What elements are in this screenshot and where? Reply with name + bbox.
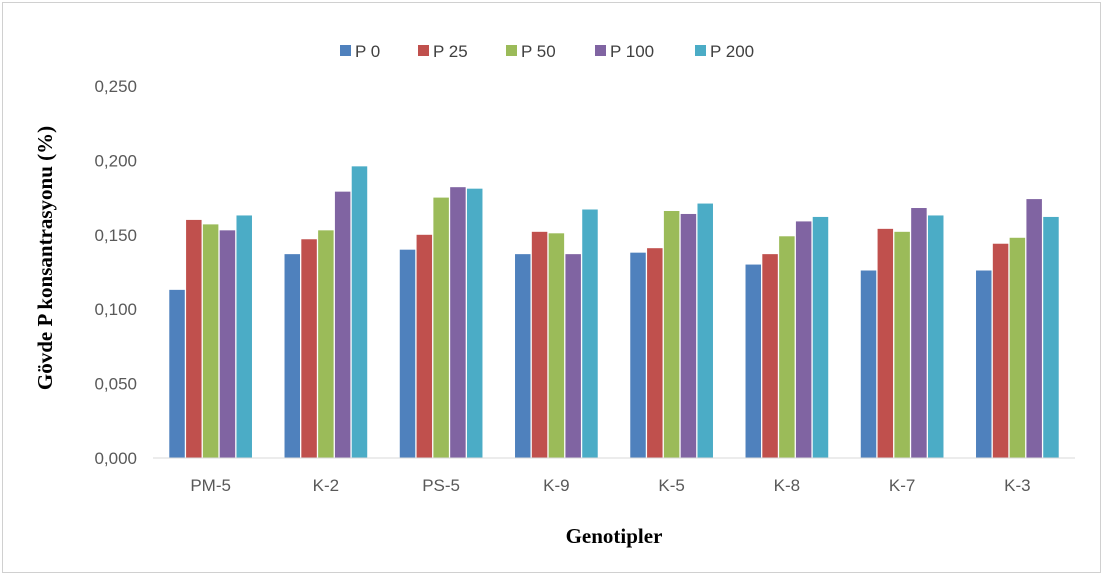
bar — [860, 270, 877, 458]
bar — [911, 208, 927, 458]
y-axis-ticks: 0,000 0,050 0,100 0,150 0,200 0,250 — [94, 77, 137, 468]
bar — [318, 230, 334, 458]
bar — [433, 197, 449, 458]
bar — [284, 254, 301, 458]
bar — [630, 252, 646, 458]
bar — [663, 210, 680, 458]
x-tick-label: K-2 — [313, 476, 339, 495]
y-tick-label: 0,050 — [94, 375, 137, 394]
x-tick-label: PS-5 — [422, 476, 460, 495]
legend-label: P 0 — [355, 42, 380, 61]
bar — [334, 191, 351, 458]
bar — [531, 231, 548, 458]
legend-label: P 25 — [433, 42, 468, 61]
bar — [1009, 237, 1026, 458]
bar — [582, 209, 598, 458]
legend-swatch — [595, 45, 606, 56]
bar — [680, 213, 697, 458]
y-tick-label: 0,100 — [94, 300, 137, 319]
bar — [1043, 216, 1059, 458]
bar — [976, 270, 992, 458]
bar — [186, 219, 202, 458]
x-tick-label: K-3 — [1004, 476, 1030, 495]
x-axis-title: Genotipler — [566, 524, 663, 548]
bar — [450, 187, 466, 458]
bar — [779, 236, 795, 458]
bar — [877, 228, 894, 458]
bar — [351, 166, 368, 458]
bar — [697, 203, 713, 458]
bar — [236, 215, 252, 458]
y-tick-label: 0,150 — [94, 226, 137, 245]
x-tick-label: K-8 — [774, 476, 800, 495]
bar — [992, 243, 1009, 458]
y-axis-title: Gövde P konsantrasyonu (%) — [33, 126, 57, 390]
bar — [927, 215, 944, 458]
bar — [745, 264, 762, 458]
bar — [416, 234, 433, 458]
bar — [515, 254, 531, 458]
bar — [647, 248, 663, 458]
legend-swatch — [506, 45, 517, 56]
legend-swatch — [340, 45, 351, 56]
x-tick-label: K-7 — [889, 476, 915, 495]
bar — [466, 188, 483, 459]
legend-swatch — [695, 45, 706, 56]
legend: P 0 P 25 P 50 P 100 P 200 — [340, 42, 754, 61]
bar — [894, 231, 910, 458]
bar — [565, 254, 581, 458]
legend-label: P 200 — [710, 42, 754, 61]
bar — [548, 233, 565, 458]
y-tick-label: 0,250 — [94, 77, 137, 96]
bar — [169, 289, 185, 458]
bar — [202, 224, 219, 458]
bar — [399, 249, 416, 458]
bar — [762, 254, 778, 458]
bar — [301, 239, 317, 458]
x-tick-label: PM-5 — [190, 476, 231, 495]
y-tick-label: 0,000 — [94, 449, 137, 468]
x-tick-label: K-9 — [543, 476, 569, 495]
x-axis-ticks: PM-5 K-2 PS-5 K-9 K-5 K-8 K-7 K-3 — [190, 476, 1030, 495]
bar — [795, 221, 812, 458]
y-tick-label: 0,200 — [94, 151, 137, 170]
bar — [812, 216, 829, 458]
bar — [219, 230, 236, 458]
bars — [169, 166, 1059, 459]
x-tick-label: K-5 — [658, 476, 684, 495]
bar — [1026, 199, 1042, 458]
legend-label: P 100 — [610, 42, 654, 61]
legend-label: P 50 — [521, 42, 556, 61]
legend-swatch — [418, 45, 429, 56]
